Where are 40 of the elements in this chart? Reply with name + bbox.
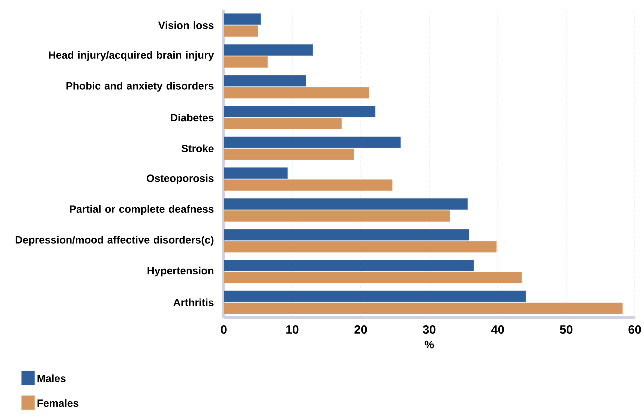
bar: [224, 260, 474, 272]
x-tick-label: 0: [221, 326, 227, 334]
bar: [224, 14, 262, 26]
x-axis-title: %: [424, 340, 434, 349]
bar: [224, 229, 470, 241]
bar: [224, 148, 354, 160]
bar: [224, 210, 450, 222]
legend-label: Males: [38, 374, 66, 382]
x-tick-label: 50: [560, 326, 573, 334]
bar: [224, 241, 497, 253]
bar: [224, 75, 306, 87]
x-tick-label: 60: [628, 326, 642, 334]
x-tick-label: 40: [492, 326, 504, 334]
y-tick-label: Phobic and anxiety disorders: [66, 82, 214, 92]
bar: [224, 180, 393, 192]
bar: [224, 290, 526, 302]
x-tick-label: 10: [286, 326, 299, 334]
bar: [224, 106, 376, 118]
bar: [224, 136, 401, 148]
bar: [224, 44, 314, 56]
y-tick-label: Osteoporosis: [146, 174, 214, 184]
bar: [224, 118, 342, 130]
bar: [224, 87, 370, 99]
x-tick-label: 20: [354, 326, 368, 334]
y-tick-label: Head injury/acquired brain injury: [49, 51, 214, 62]
bar: [224, 302, 623, 314]
y-tick-label: Stroke: [182, 144, 214, 152]
y-tick-label: Depression/mood affective disorders(c): [16, 236, 214, 246]
y-tick-label: Diabetes: [171, 114, 214, 122]
y-tick-label: Arthritis: [174, 298, 214, 306]
y-tick-label: Hypertension: [148, 266, 214, 277]
x-tick-label: 30: [423, 326, 436, 334]
bar: [224, 272, 522, 284]
bar: [224, 198, 468, 210]
legend-label: Females: [38, 399, 79, 408]
bar: [224, 168, 288, 180]
y-tick-label: Partial or complete deafness: [70, 205, 214, 216]
y-tick-label: Vision loss: [158, 22, 214, 30]
bar: [224, 56, 268, 68]
bar: [224, 26, 258, 38]
